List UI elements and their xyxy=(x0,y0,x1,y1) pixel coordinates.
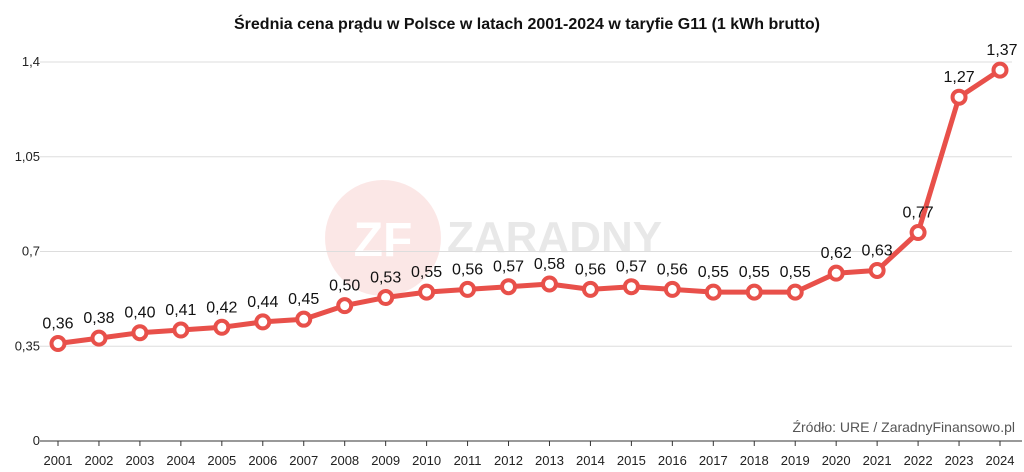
x-tick-label: 2005 xyxy=(207,453,236,468)
data-point xyxy=(336,297,354,315)
data-point xyxy=(254,313,272,331)
data-label: 0,55 xyxy=(698,264,729,281)
x-tick-label: 2007 xyxy=(289,453,318,468)
x-tick-label: 2018 xyxy=(740,453,769,468)
x-tick-label: 2001 xyxy=(44,453,73,468)
data-label: 0,44 xyxy=(247,294,278,311)
x-tick-label: 2011 xyxy=(454,453,482,468)
data-point xyxy=(622,278,640,296)
x-tick-label: 2016 xyxy=(658,453,687,468)
y-tick-label: 1,05 xyxy=(15,149,40,164)
data-label: 1,27 xyxy=(943,69,974,86)
data-label: 0,55 xyxy=(780,264,811,281)
data-point xyxy=(213,318,231,336)
x-tick-label: 2006 xyxy=(248,453,277,468)
data-label: 0,55 xyxy=(739,264,770,281)
x-tick-label: 2014 xyxy=(576,453,605,468)
data-point xyxy=(459,280,477,298)
x-tick-label: 2004 xyxy=(166,453,195,468)
x-tick-label: 2024 xyxy=(986,453,1015,468)
data-label: 0,40 xyxy=(124,305,155,322)
x-tick-label: 2023 xyxy=(945,453,974,468)
data-point xyxy=(131,324,149,342)
data-label: 0,55 xyxy=(411,264,442,281)
data-label: 0,56 xyxy=(657,261,688,278)
data-label: 0,58 xyxy=(534,256,565,273)
y-tick-label: 0 xyxy=(33,433,40,448)
x-tick-label: 2013 xyxy=(535,453,564,468)
data-label: 0,57 xyxy=(616,259,647,276)
chart-title: Średnia cena prądu w Polsce w latach 200… xyxy=(234,14,820,33)
data-point xyxy=(745,283,763,301)
x-tick-label: 2010 xyxy=(412,453,441,468)
data-label: 0,36 xyxy=(42,316,73,333)
data-point xyxy=(418,283,436,301)
data-label: 0,53 xyxy=(370,270,401,287)
data-label: 1,37 xyxy=(986,42,1017,59)
y-tick-label: 1,4 xyxy=(22,54,40,69)
data-point xyxy=(991,61,1009,79)
data-label: 0,62 xyxy=(821,245,852,262)
x-tick-label: 2012 xyxy=(494,453,523,468)
watermark-mark: ZF xyxy=(354,214,413,267)
watermark-logo: ZF ZARADNY xyxy=(325,180,662,296)
data-label: 0,57 xyxy=(493,259,524,276)
data-point xyxy=(909,224,927,242)
data-label: 0,50 xyxy=(329,278,360,295)
data-point xyxy=(868,261,886,279)
x-tick-label: 2020 xyxy=(822,453,851,468)
data-label: 0,38 xyxy=(83,310,114,327)
data-label: 0,56 xyxy=(452,261,483,278)
series-line xyxy=(55,67,1003,346)
x-tick-label: 2022 xyxy=(904,453,933,468)
data-point xyxy=(295,310,313,328)
data-point xyxy=(704,283,722,301)
data-point xyxy=(581,280,599,298)
data-point xyxy=(950,88,968,106)
watermark-brand: ZARADNY xyxy=(447,213,662,262)
data-point xyxy=(172,321,190,339)
x-tick-label: 2008 xyxy=(330,453,359,468)
x-tick-label: 2019 xyxy=(781,453,810,468)
x-tick-label: 2017 xyxy=(699,453,728,468)
x-tick-label: 2002 xyxy=(84,453,113,468)
x-tick-label: 2009 xyxy=(371,453,400,468)
data-point xyxy=(49,335,67,353)
data-point xyxy=(540,275,558,293)
x-axis: 2001 2002 2003 2004 2005 2006 2007 2008 2009 2010… xyxy=(40,440,1022,468)
data-point xyxy=(377,289,395,307)
data-label: 0,42 xyxy=(206,299,237,316)
y-tick-label: 0,7 xyxy=(22,244,40,259)
data-label: 0,45 xyxy=(288,291,319,308)
source-note: Źródło: URE / ZaradnyFinansowo.pl xyxy=(792,419,1015,435)
grid-layer xyxy=(40,61,1012,347)
data-point xyxy=(827,264,845,282)
data-point xyxy=(663,280,681,298)
data-label: 0,63 xyxy=(862,242,893,259)
data-label: 0,77 xyxy=(903,205,934,222)
x-tick-label: 2015 xyxy=(617,453,646,468)
data-point xyxy=(786,283,804,301)
data-point xyxy=(500,278,518,296)
series-line-layer xyxy=(49,61,1009,353)
x-tick-label: 2003 xyxy=(125,453,154,468)
y-axis: 0 0,35 0,7 1,05 1,4 xyxy=(15,54,40,448)
data-labels-layer: 0,36 0,38 0,40 0,41 0,42 0,44 0,45 0,50 0,53 0,55… xyxy=(42,42,1017,332)
data-label: 0,56 xyxy=(575,261,606,278)
data-point xyxy=(90,329,108,347)
data-label: 0,41 xyxy=(165,302,196,319)
y-tick-label: 0,35 xyxy=(15,338,40,353)
x-tick-label: 2021 xyxy=(863,453,892,468)
